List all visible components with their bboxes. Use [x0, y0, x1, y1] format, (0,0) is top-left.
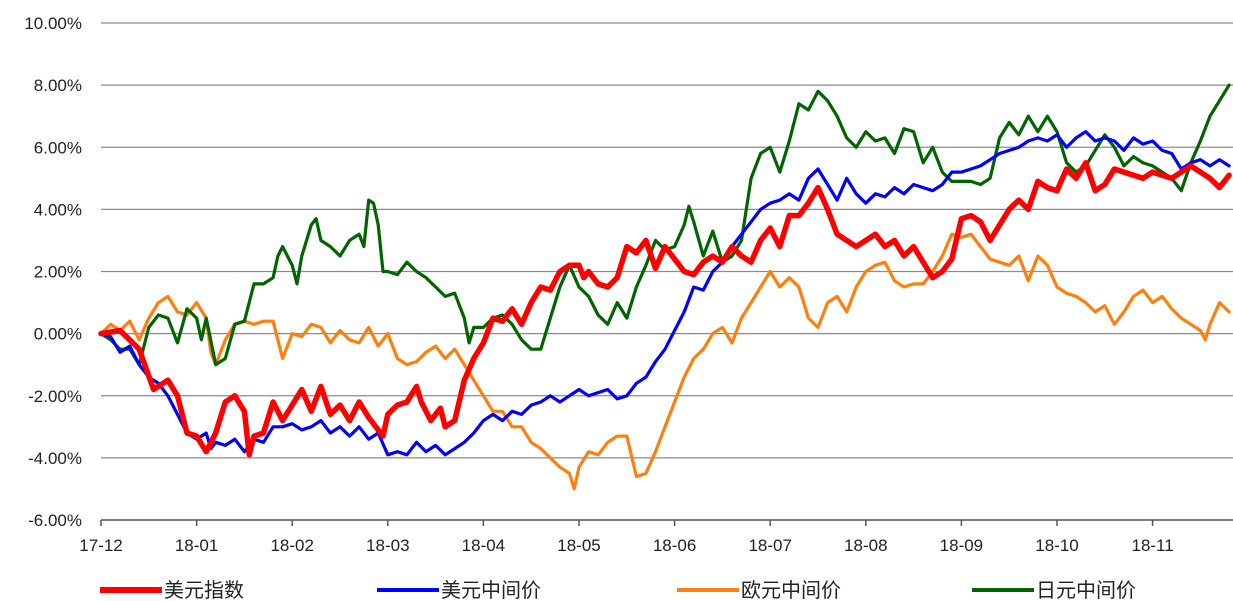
- x-tick-label: 18-07: [748, 536, 791, 555]
- series-line-3: [99, 83, 1231, 367]
- x-tick-label: 18-01: [175, 536, 218, 555]
- x-axis-tick-labels: 17-12 18-01 18-02 18-03 18-04 18-05 18-06 18-07…: [79, 536, 1173, 555]
- x-tick-label: 18-10: [1035, 536, 1078, 555]
- series-line-2: [99, 232, 1231, 491]
- x-tick-label: 18-03: [366, 536, 409, 555]
- x-tick-label: 17-12: [79, 536, 122, 555]
- x-axis: [100, 519, 1233, 526]
- legend-label: 美元指数: [164, 578, 244, 601]
- x-tick-label: 18-06: [653, 536, 696, 555]
- legend-label: 欧元中间价: [741, 578, 841, 601]
- y-tick-label: 6.00%: [34, 138, 82, 157]
- legend-item: 欧元中间价: [677, 578, 841, 601]
- x-tick-label: 18-08: [844, 536, 887, 555]
- y-tick-label: 2.00%: [34, 263, 82, 282]
- y-tick-label: 4.00%: [34, 200, 82, 219]
- y-tick-label: 0.00%: [34, 325, 82, 344]
- legend-item: 美元中间价: [377, 578, 541, 601]
- legend: 美元指数 美元中间价 欧元中间价 日元中间价: [100, 578, 1136, 601]
- legend-item: 日元中间价: [972, 578, 1136, 601]
- series-lines: [98, 83, 1232, 491]
- x-tick-label: 18-05: [557, 536, 600, 555]
- y-tick-label: -4.00%: [28, 449, 82, 468]
- legend-label: 美元中间价: [441, 578, 541, 601]
- gridlines: [101, 22, 1233, 459]
- y-axis-tick-labels: -6.00% -4.00% -2.00% 0.00% 2.00% 4.00% 6.00% 8.…: [24, 14, 82, 530]
- series-line-1: [99, 130, 1231, 457]
- legend-label: 日元中间价: [1036, 578, 1136, 601]
- x-tick-label: 18-04: [462, 536, 505, 555]
- y-tick-label: -6.00%: [28, 511, 82, 530]
- series-line-0: [98, 160, 1232, 458]
- legend-item: 美元指数: [100, 578, 244, 601]
- y-tick-label: -2.00%: [28, 387, 82, 406]
- x-tick-label: 18-11: [1131, 536, 1173, 555]
- y-tick-label: 8.00%: [34, 76, 82, 95]
- y-tick-label: 10.00%: [24, 14, 82, 33]
- x-tick-label: 18-09: [940, 536, 983, 555]
- x-tick-label: 18-02: [270, 536, 313, 555]
